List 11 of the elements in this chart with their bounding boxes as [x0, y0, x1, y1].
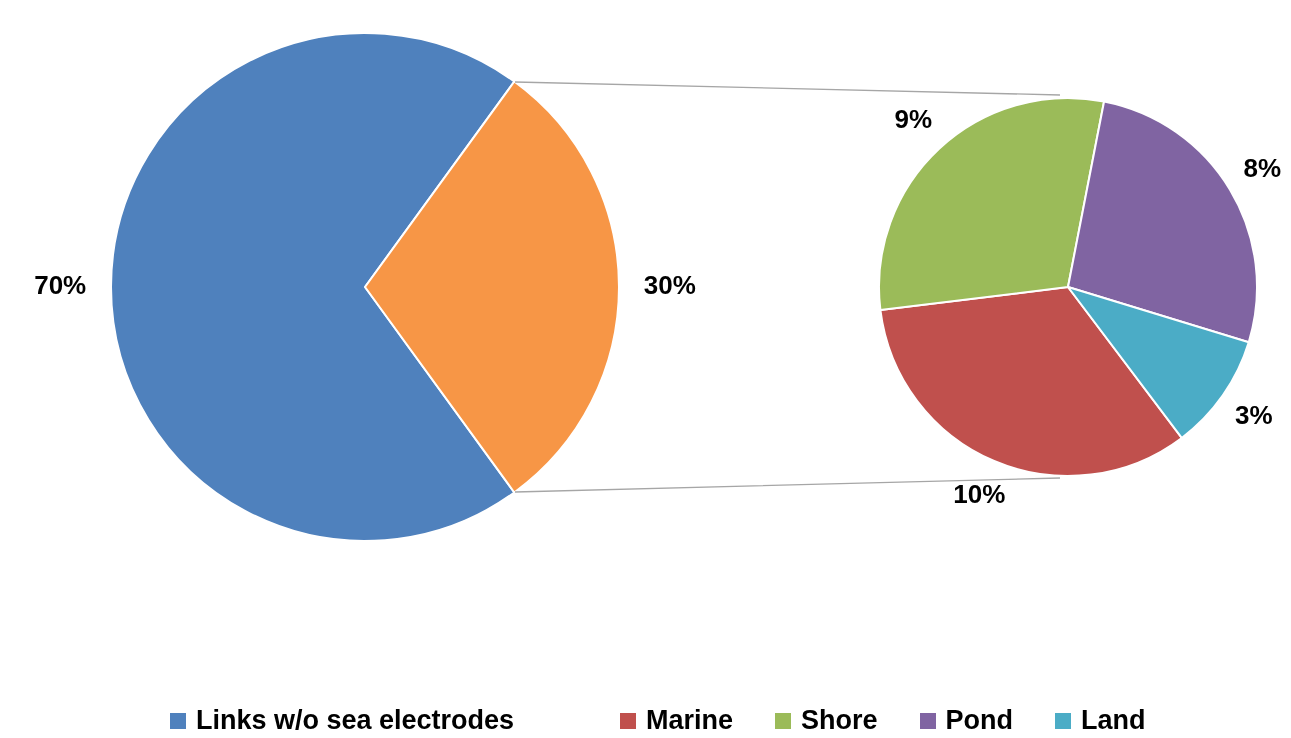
legend-label: Land — [1081, 705, 1146, 736]
legend-label: Marine — [646, 705, 734, 736]
legend-label: Pond — [945, 705, 1014, 736]
legend-label: Shore — [801, 705, 878, 736]
data-label: 3% — [1234, 400, 1273, 431]
data-label: 70% — [34, 270, 87, 301]
legend-label: Links w/o sea electrodes — [196, 705, 515, 736]
data-label: 10% — [953, 478, 1006, 509]
data-label: 9% — [894, 104, 933, 135]
data-label: 8% — [1243, 153, 1282, 184]
data-label: 30% — [643, 270, 696, 301]
